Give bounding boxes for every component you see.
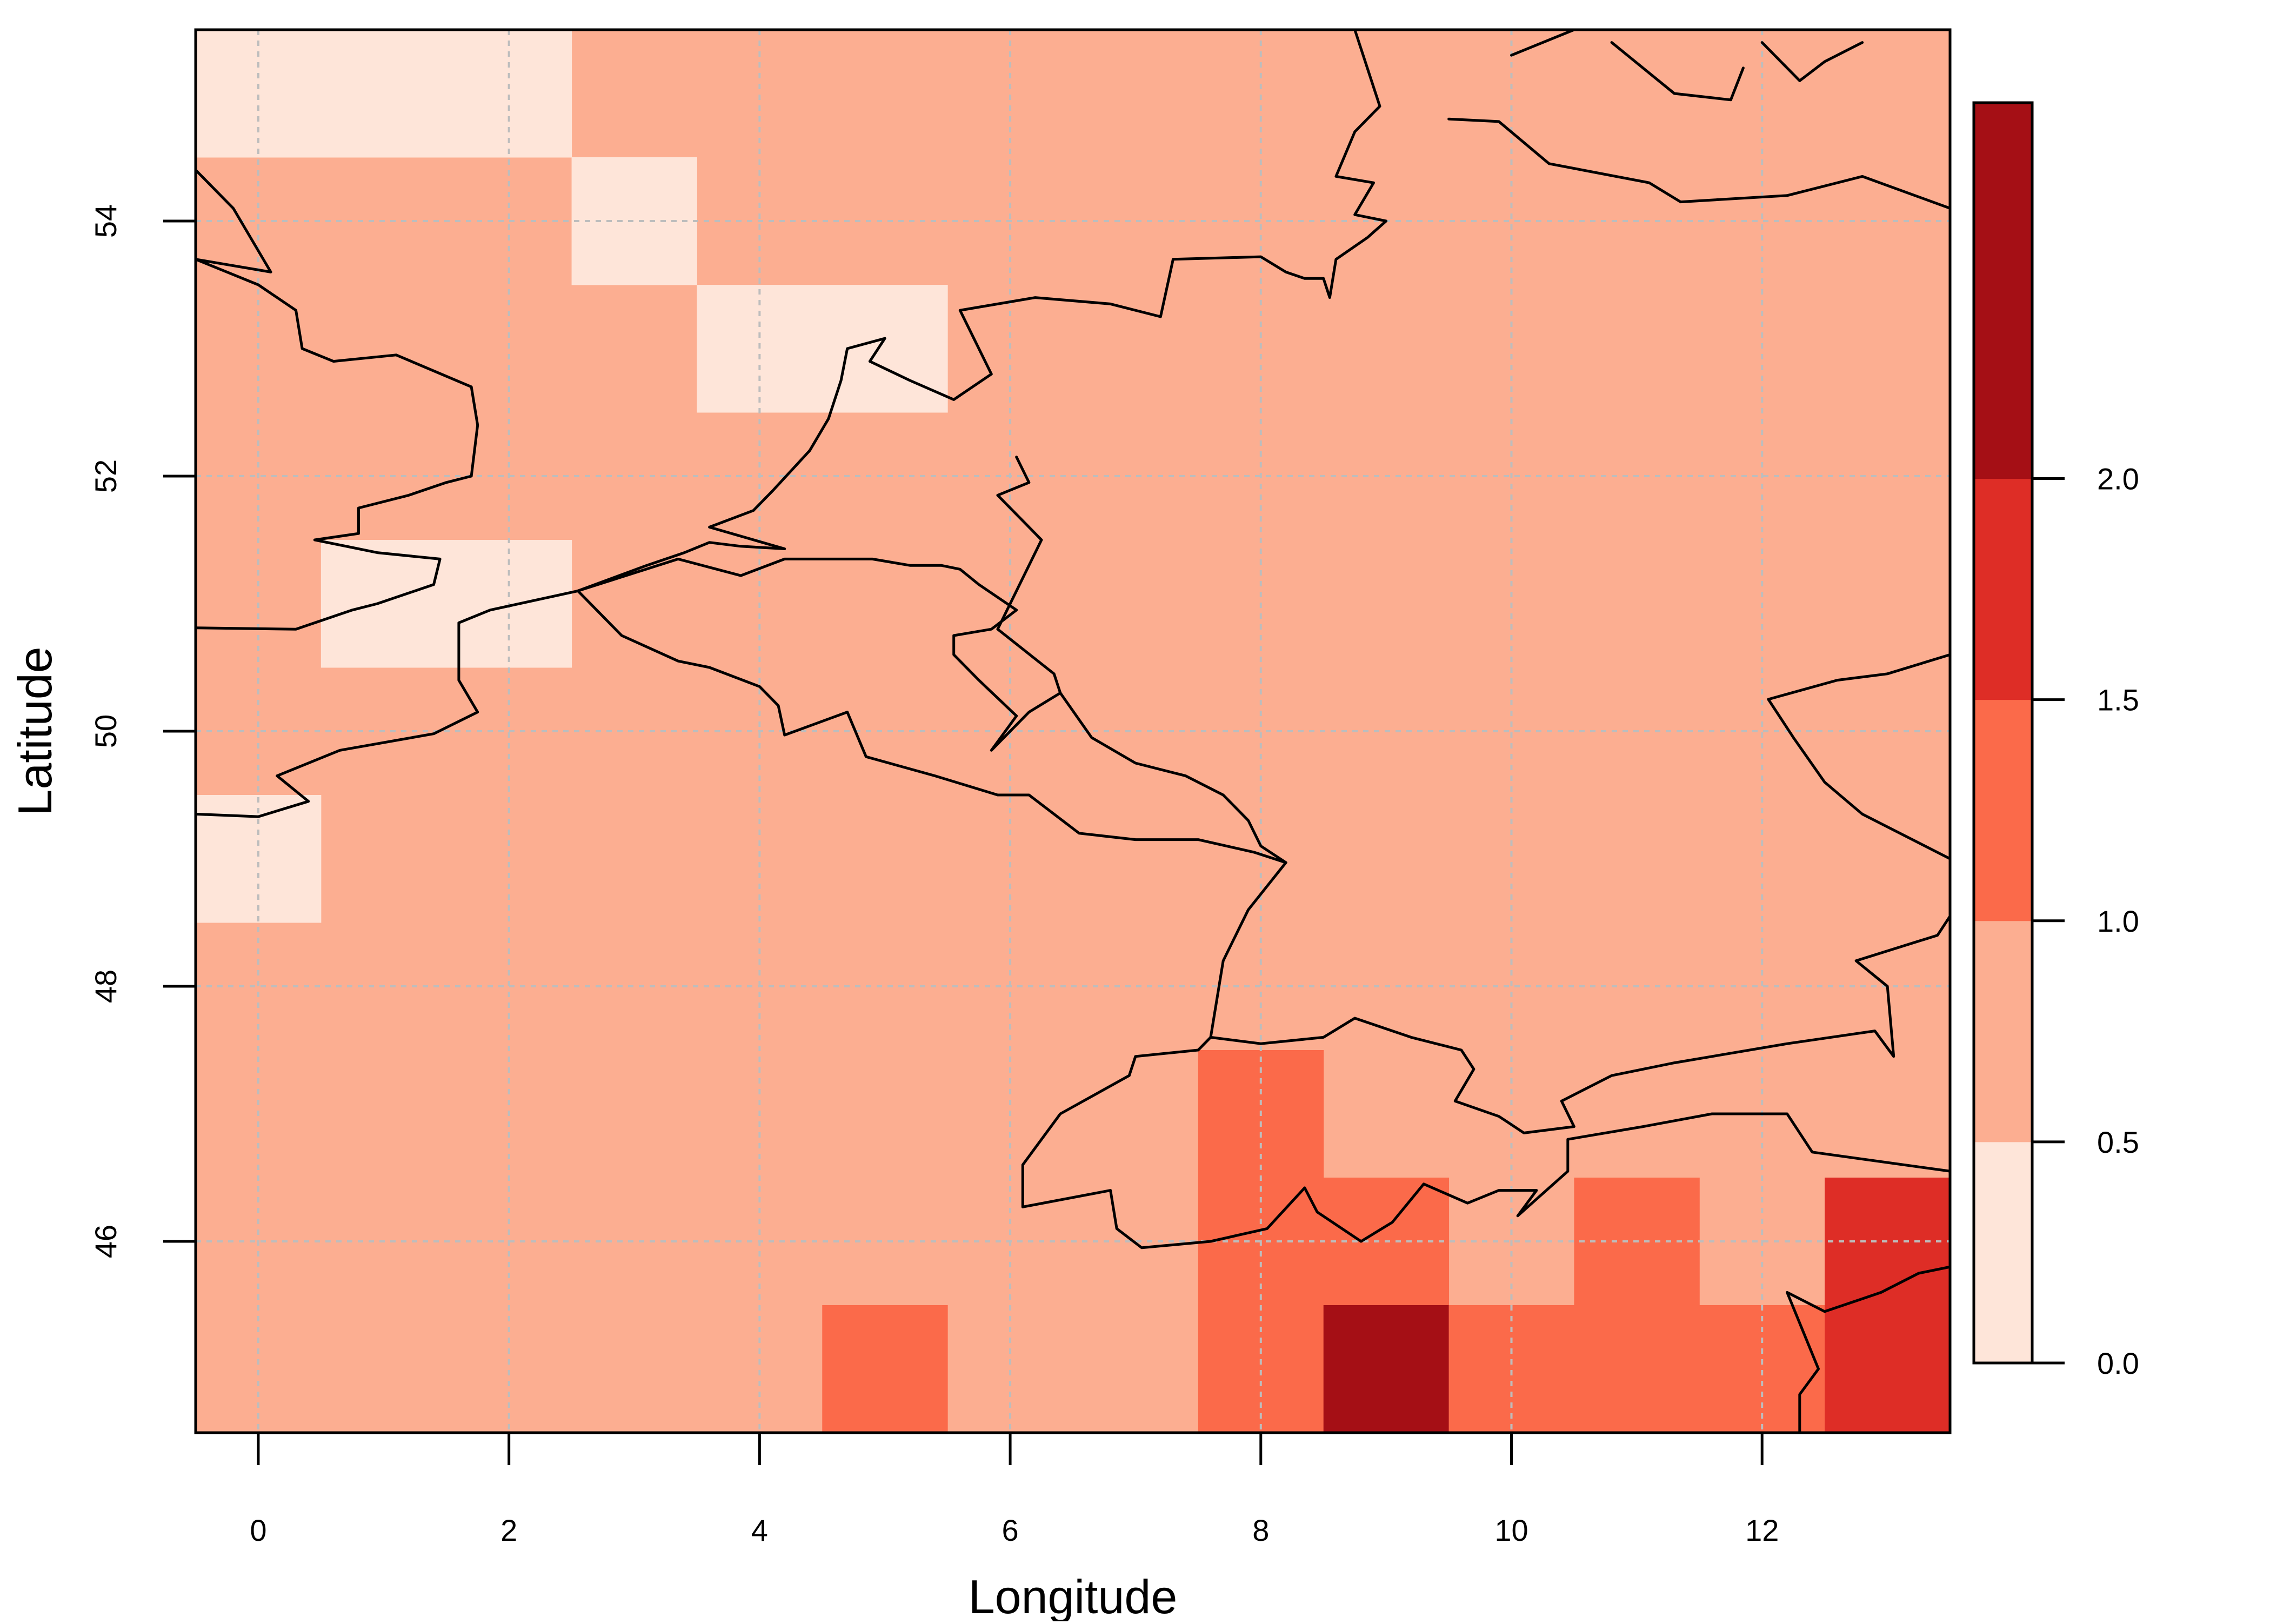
x-tick-label: 2 (500, 1513, 517, 1547)
y-tick-label: 46 (89, 1225, 123, 1258)
heatmap-cell (1574, 1305, 1700, 1433)
coastline-segment (1767, 653, 1950, 860)
colorbar-swatch (1974, 920, 2032, 1142)
heatmap-cell (822, 1305, 948, 1433)
y-tick-label: 50 (89, 714, 123, 748)
colorbar-swatch (1974, 103, 2032, 479)
coastline-segment (196, 30, 1388, 818)
heatmap-cell (1323, 1305, 1450, 1433)
coastline-segment (1209, 914, 1950, 1134)
heatmap-cell (1448, 1305, 1574, 1433)
y-tick-label: 48 (89, 970, 123, 1003)
colorbar-swatch (1974, 478, 2032, 700)
coastline-segment (1823, 1265, 1950, 1313)
coastline-segment (1760, 41, 1864, 82)
colorbar-tick-label: 0.5 (2097, 1125, 2139, 1159)
y-axis: 46 48 50 52 54 (89, 204, 197, 1258)
heatmap-cell (321, 30, 447, 158)
x-tick-label: 6 (1002, 1513, 1018, 1547)
colorbar: 0.0 0.5 1.0 1.5 2.0 (1972, 101, 2139, 1380)
colorbar-swatch (1974, 699, 2032, 921)
x-tick-label: 4 (751, 1513, 768, 1547)
colorbar-swatch (1974, 1141, 2032, 1364)
heatmap-cell (822, 285, 948, 413)
coastline-segment (1786, 1291, 1826, 1433)
coastline-segment (1510, 30, 1575, 57)
heatmap-cell (321, 540, 447, 668)
gridlines (196, 30, 1950, 1433)
colorbar-frame (1972, 101, 2034, 1365)
coastline-segment (576, 456, 1062, 752)
coastline-segment (1610, 41, 1745, 102)
y-tick-label: 54 (89, 204, 123, 238)
heatmap-cell (446, 30, 572, 158)
heatmap-cell (571, 157, 697, 285)
x-axis-title: Longitude (969, 1570, 1178, 1621)
x-tick-label: 8 (1252, 1513, 1269, 1547)
x-axis: 0 2 4 6 8 10 12 (250, 1431, 1779, 1547)
colorbar-tick-label: 1.5 (2097, 683, 2139, 717)
coastline-segment (576, 589, 1950, 1249)
coastline-segment (196, 169, 479, 631)
heatmap-cell (1699, 1305, 1825, 1433)
coastline-segment (1059, 691, 1287, 864)
x-tick-label: 12 (1745, 1513, 1779, 1547)
coastline-segment (1447, 117, 1950, 210)
heatmap-cells (196, 30, 1951, 1433)
coastlines (196, 30, 1950, 1433)
heatmap-cell (196, 30, 322, 158)
x-tick-label: 10 (1494, 1513, 1528, 1547)
x-tick-label: 0 (250, 1513, 266, 1547)
y-tick-label: 52 (89, 459, 123, 493)
y-axis-title: Latitude (8, 646, 62, 816)
colorbar-tick-label: 0.0 (2097, 1346, 2139, 1380)
colorbar-tick-label: 1.0 (2097, 904, 2139, 938)
heatmap-cell (1825, 1305, 1951, 1433)
colorbar-tick-label: 2.0 (2097, 462, 2139, 496)
heatmap-cell (1198, 1305, 1324, 1433)
